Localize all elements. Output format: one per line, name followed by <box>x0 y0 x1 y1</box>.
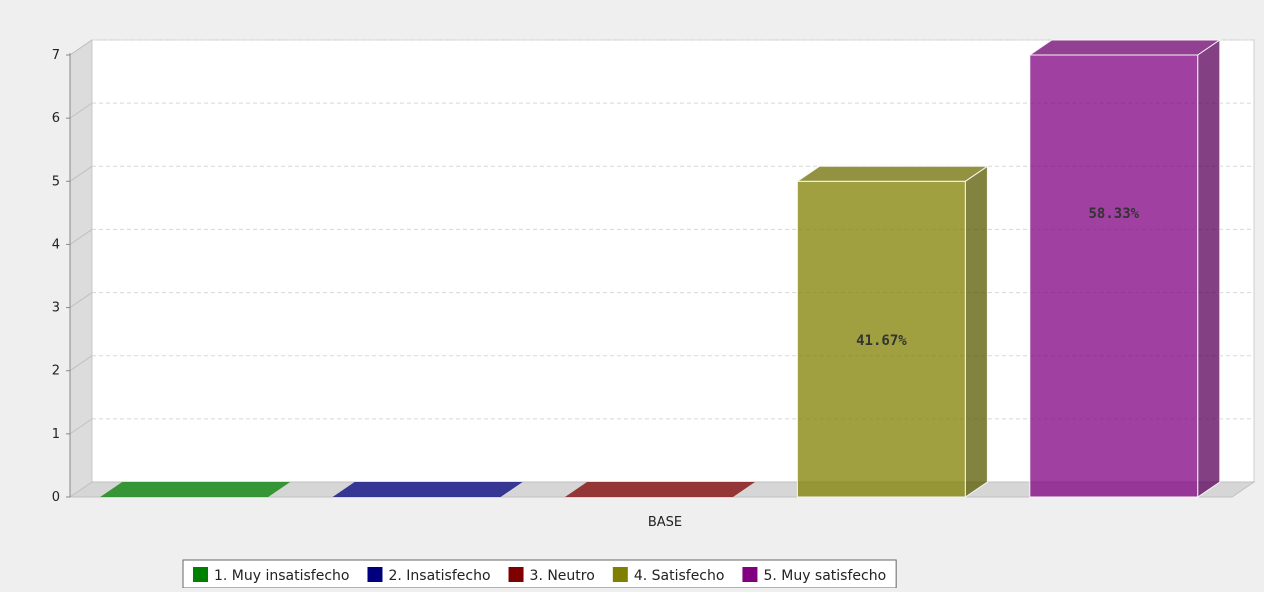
legend-item: 4. Satisfecho <box>612 567 725 584</box>
gridline-side <box>69 39 93 56</box>
gridline-side <box>69 418 93 435</box>
x-category-label: BASE <box>648 515 682 530</box>
gridline-side <box>69 292 93 308</box>
bar-flat <box>565 482 755 497</box>
bar-top <box>795 165 990 182</box>
legend-label: 5. Muy satisfecho <box>763 568 886 584</box>
y-tick-label: 4 <box>52 237 60 252</box>
y-tick-label: 2 <box>52 364 60 379</box>
legend-item: 1. Muy insatisfecho <box>193 567 349 584</box>
gridline-side <box>69 102 93 119</box>
bar-flat <box>100 482 291 497</box>
data-label: 58.33% <box>1089 206 1140 222</box>
legend-item: 3. Neutro <box>508 567 595 584</box>
plot-side-wall <box>69 39 93 498</box>
y-tick-label: 6 <box>52 111 60 126</box>
legend: 1. Muy insatisfecho 2. Insatisfecho 3. Neu… <box>182 559 897 589</box>
bar-2 <box>332 482 523 497</box>
bar-1 <box>100 482 291 497</box>
bar-flat <box>332 482 523 497</box>
bar-5: 58.33% <box>1028 39 1222 498</box>
gridline-side <box>69 229 93 245</box>
legend-swatch <box>508 567 524 582</box>
legend-label: 4. Satisfecho <box>634 568 725 584</box>
bar-4: 41.67% <box>795 165 990 498</box>
y-tick-label: 7 <box>52 48 60 63</box>
y-tick-label: 5 <box>52 174 60 189</box>
legend-item: 5. Muy satisfecho <box>742 567 886 584</box>
bar-front <box>796 180 966 498</box>
gridline-side <box>69 355 93 372</box>
y-tick-label: 0 <box>52 490 60 505</box>
legend-label: 3. Neutro <box>530 568 595 584</box>
y-tick-label: 1 <box>52 427 60 442</box>
legend-box <box>182 559 897 589</box>
y-tick-label: 3 <box>52 301 60 316</box>
bar-3 <box>565 482 755 497</box>
bar-side <box>964 165 988 498</box>
bar-top <box>1028 39 1222 56</box>
bar-side <box>1197 39 1221 498</box>
legend-swatch <box>367 567 383 582</box>
bar-front <box>1029 54 1199 498</box>
legend-swatch <box>193 567 208 582</box>
legend-swatch <box>612 567 628 582</box>
legend-label: 2. Insatisfecho <box>388 568 490 584</box>
legend-swatch <box>742 567 758 582</box>
gridline-side <box>69 165 93 182</box>
legend-label: 1. Muy insatisfecho <box>214 568 349 584</box>
data-label: 41.67% <box>856 333 907 349</box>
legend-item: 2. Insatisfecho <box>367 567 491 584</box>
